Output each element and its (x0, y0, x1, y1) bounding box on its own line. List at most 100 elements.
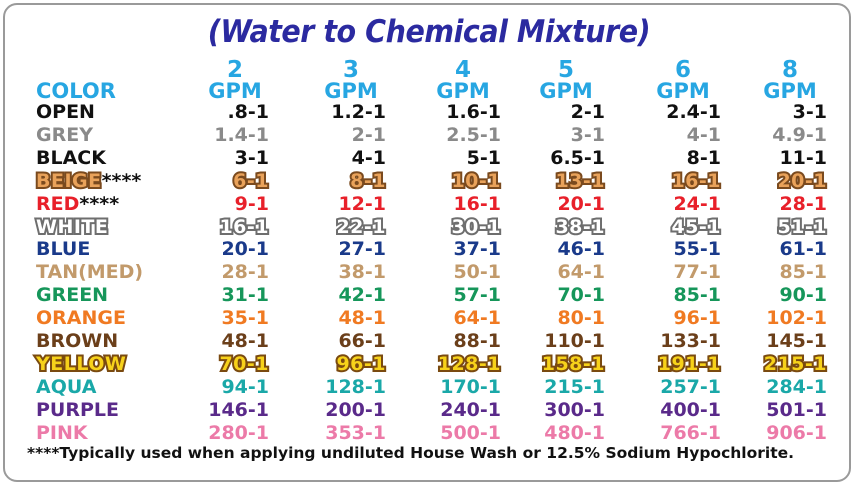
ratio-value: 102-1 (766, 307, 827, 330)
ratio-text: 146-1 (208, 398, 269, 421)
color-name: GREEN (36, 284, 109, 307)
ratio-value: 906-1 (766, 422, 827, 445)
color-label: AQUA (36, 376, 96, 399)
ratio-text: 8-1 (348, 168, 387, 194)
ratio-value: 46-1 (557, 238, 605, 261)
ratio-value: 1.6-1 (446, 101, 501, 124)
ratio-value: 61-1 (779, 238, 827, 261)
color-name: WHITE (34, 214, 110, 240)
ratio-text: 128-1 (325, 375, 386, 398)
gpm-number-header: 6 (674, 57, 691, 83)
ratio-value: 501-1 (766, 399, 827, 422)
ratio-text: 61-1 (779, 238, 827, 261)
ratio-text: 38-1 (338, 261, 386, 284)
ratio-value: 16-1 (453, 193, 501, 216)
ratio-text: 2-1 (351, 123, 386, 146)
color-label: ORANGE (36, 307, 126, 330)
ratio-value: 110-1 (544, 330, 605, 353)
ratio-text: 353-1 (325, 421, 386, 444)
ratio-text: 27-1 (338, 238, 386, 261)
ratio-value: 31-1 (221, 284, 269, 307)
ratio-value: 3-1 (571, 124, 605, 147)
color-label: TAN(MED) (36, 261, 143, 284)
ratio-text: 6-1 (231, 168, 270, 194)
ratio-text: 88-1 (453, 330, 501, 352)
ratio-text: 20-1 (775, 168, 828, 194)
ratio-value: 22-1 (334, 214, 387, 240)
ratio-value: 35-1 (221, 307, 269, 330)
ratio-text: 20-1 (557, 192, 605, 215)
ratio-text: 70-1 (557, 284, 605, 307)
ratio-value: 215-1 (544, 376, 605, 399)
ratio-value: 6-1 (231, 168, 270, 194)
table-row: TAN(MED) 28-1 38-1 50-1 64-1 77-1 85-1 (0, 261, 858, 284)
ratio-value: 3-1 (793, 101, 827, 124)
ratio-text: 55-1 (673, 238, 721, 261)
ratio-value: 45-1 (669, 214, 722, 240)
table-row: PURPLE 146-1 200-1 240-1 300-1 400-1 501-1 (0, 399, 858, 422)
ratio-value: 480-1 (544, 422, 605, 445)
color-label: PURPLE (36, 399, 119, 422)
ratio-value: 240-1 (440, 399, 501, 422)
ratio-value: 88-1 (453, 330, 501, 353)
ratio-text: 57-1 (453, 284, 501, 307)
ratio-value: 70-1 (557, 284, 605, 307)
footnote-marker: **** (101, 169, 142, 192)
ratio-value: 64-1 (557, 261, 605, 284)
ratio-value: 284-1 (766, 376, 827, 399)
ratio-text: 42-1 (338, 284, 386, 307)
ratio-text: 10-1 (449, 168, 502, 194)
ratio-text: 37-1 (453, 238, 501, 261)
gpm-unit-header: GPM (656, 79, 710, 103)
ratio-value: 77-1 (673, 261, 721, 284)
ratio-value: 94-1 (221, 376, 269, 399)
ratio-text: 3-1 (570, 123, 605, 146)
ratio-value: 4-1 (687, 124, 721, 147)
table-row: BLACK 3-1 4-1 5-1 6.5-1 8-1 11-1 (0, 147, 858, 170)
ratio-value: 24-1 (673, 193, 721, 216)
ratio-value: 3-1 (235, 147, 269, 170)
ratio-text: 28-1 (779, 192, 827, 215)
color-name: BLUE (36, 238, 91, 261)
ratio-value: 85-1 (779, 261, 827, 284)
ratio-text: 215-1 (544, 375, 605, 398)
ratio-value: 300-1 (544, 399, 605, 422)
chart-title: (Water to Chemical Mixture) (207, 14, 651, 50)
ratio-text: 16-1 (217, 214, 270, 240)
ratio-value: 8-1 (687, 147, 721, 170)
color-label: BLACK (36, 147, 106, 170)
color-name: OPEN (36, 101, 95, 123)
ratio-value: 2-1 (571, 101, 605, 124)
ratio-text: 110-1 (544, 330, 605, 352)
ratio-value: 146-1 (208, 399, 269, 422)
ratio-value: 8-1 (348, 168, 387, 194)
table-row: BROWN 48-1 66-1 88-1 110-1 133-1 145-1 (0, 330, 858, 353)
ratio-value: 80-1 (557, 307, 605, 330)
ratio-value: 57-1 (453, 284, 501, 307)
ratio-value: 191-1 (656, 351, 723, 377)
color-label: RED**** (36, 193, 119, 216)
gpm-number-header: 4 (454, 57, 471, 83)
ratio-text: 133-1 (660, 330, 721, 352)
ratio-text: 11-1 (779, 146, 827, 169)
ratio-text: .8-1 (227, 101, 269, 123)
ratio-text: 158-1 (540, 351, 607, 377)
table-row: ORANGE 35-1 48-1 64-1 80-1 96-1 102-1 (0, 307, 858, 330)
table-row: PINK 280-1 353-1 500-1 480-1 766-1 906-1 (0, 422, 858, 445)
color-label: OPEN (36, 101, 95, 124)
ratio-value: 16-1 (669, 168, 722, 194)
ratio-text: 240-1 (440, 398, 501, 421)
ratio-text: 500-1 (440, 421, 501, 444)
color-label: WHITE (34, 214, 110, 240)
ratio-text: 215-1 (762, 351, 829, 377)
ratio-value: 30-1 (449, 214, 502, 240)
gpm-unit-header: GPM (763, 79, 817, 103)
ratio-value: 20-1 (221, 238, 269, 261)
ratio-text: 22-1 (334, 214, 387, 240)
color-name: BLACK (36, 146, 106, 169)
ratio-text: 766-1 (660, 421, 721, 444)
ratio-text: 145-1 (766, 330, 827, 352)
table-row: BLUE 20-1 27-1 37-1 46-1 55-1 61-1 (0, 238, 858, 261)
ratio-text: 200-1 (325, 398, 386, 421)
ratio-value: 5-1 (467, 147, 501, 170)
